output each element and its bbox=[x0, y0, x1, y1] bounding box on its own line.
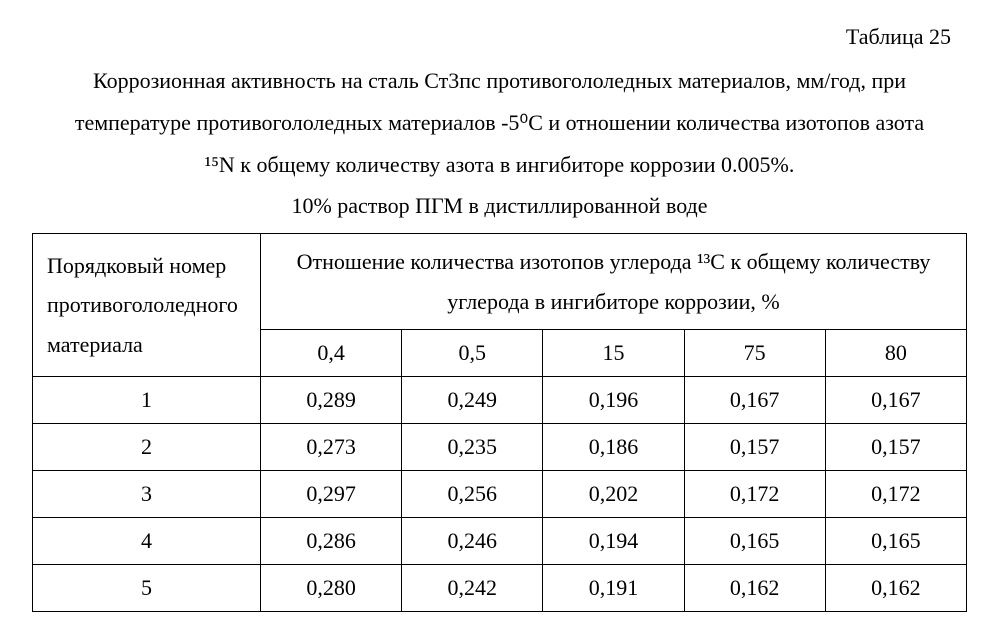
table-cell: 0,162 bbox=[684, 565, 825, 612]
column-header: 0,5 bbox=[402, 330, 543, 377]
table-caption: Коррозионная активность на сталь Ст3пс п… bbox=[32, 60, 967, 227]
table-header-row: Порядковый номер противогололедного мате… bbox=[33, 234, 967, 330]
column-header: 15 bbox=[543, 330, 684, 377]
table-cell: 0,165 bbox=[684, 518, 825, 565]
table-cell: 0,202 bbox=[543, 471, 684, 518]
column-group-header: Отношение количества изотопов углерода ¹… bbox=[261, 234, 967, 330]
table-cell: 0,167 bbox=[825, 377, 966, 424]
table-row: 5 0,280 0,242 0,191 0,162 0,162 bbox=[33, 565, 967, 612]
caption-line: Коррозионная активность на сталь Ст3пс п… bbox=[32, 60, 967, 102]
row-header-line: материала bbox=[47, 332, 143, 357]
table-cell: 0,162 bbox=[825, 565, 966, 612]
table-cell: 0,280 bbox=[261, 565, 402, 612]
row-index: 5 bbox=[33, 565, 261, 612]
table-cell: 0,242 bbox=[402, 565, 543, 612]
row-index: 3 bbox=[33, 471, 261, 518]
table-cell: 0,186 bbox=[543, 424, 684, 471]
table-cell: 0,191 bbox=[543, 565, 684, 612]
table-cell: 0,172 bbox=[825, 471, 966, 518]
caption-line: 10% раствор ПГМ в дистиллированной воде bbox=[32, 185, 967, 227]
row-header-title: Порядковый номер противогололедного мате… bbox=[33, 234, 261, 377]
table-row: 2 0,273 0,235 0,186 0,157 0,157 bbox=[33, 424, 967, 471]
table-cell: 0,167 bbox=[684, 377, 825, 424]
table-cell: 0,246 bbox=[402, 518, 543, 565]
table-cell: 0,172 bbox=[684, 471, 825, 518]
table-cell: 0,297 bbox=[261, 471, 402, 518]
table-row: 1 0,289 0,249 0,196 0,167 0,167 bbox=[33, 377, 967, 424]
table-cell: 0,249 bbox=[402, 377, 543, 424]
table-row: 4 0,286 0,246 0,194 0,165 0,165 bbox=[33, 518, 967, 565]
row-index: 2 bbox=[33, 424, 261, 471]
table-cell: 0,157 bbox=[825, 424, 966, 471]
row-index: 4 bbox=[33, 518, 261, 565]
row-header-line: Порядковый номер bbox=[47, 253, 226, 278]
table-cell: 0,194 bbox=[543, 518, 684, 565]
row-header-line: противогололедного bbox=[47, 292, 238, 317]
table-cell: 0,196 bbox=[543, 377, 684, 424]
table-number-label: Таблица 25 bbox=[32, 24, 967, 50]
column-header: 80 bbox=[825, 330, 966, 377]
table-cell: 0,157 bbox=[684, 424, 825, 471]
column-header: 75 bbox=[684, 330, 825, 377]
table-cell: 0,286 bbox=[261, 518, 402, 565]
table-cell: 0,165 bbox=[825, 518, 966, 565]
table-cell: 0,273 bbox=[261, 424, 402, 471]
column-header: 0,4 bbox=[261, 330, 402, 377]
table-row: 3 0,297 0,256 0,202 0,172 0,172 bbox=[33, 471, 967, 518]
caption-line: температуре противогололедных материалов… bbox=[32, 102, 967, 144]
table-cell: 0,289 bbox=[261, 377, 402, 424]
row-index: 1 bbox=[33, 377, 261, 424]
page: Таблица 25 Коррозионная активность на ст… bbox=[0, 0, 999, 644]
data-table: Порядковый номер противогололедного мате… bbox=[32, 233, 967, 612]
caption-line: ¹⁵N к общему количеству азота в ингибито… bbox=[32, 144, 967, 186]
table-cell: 0,235 bbox=[402, 424, 543, 471]
table-cell: 0,256 bbox=[402, 471, 543, 518]
